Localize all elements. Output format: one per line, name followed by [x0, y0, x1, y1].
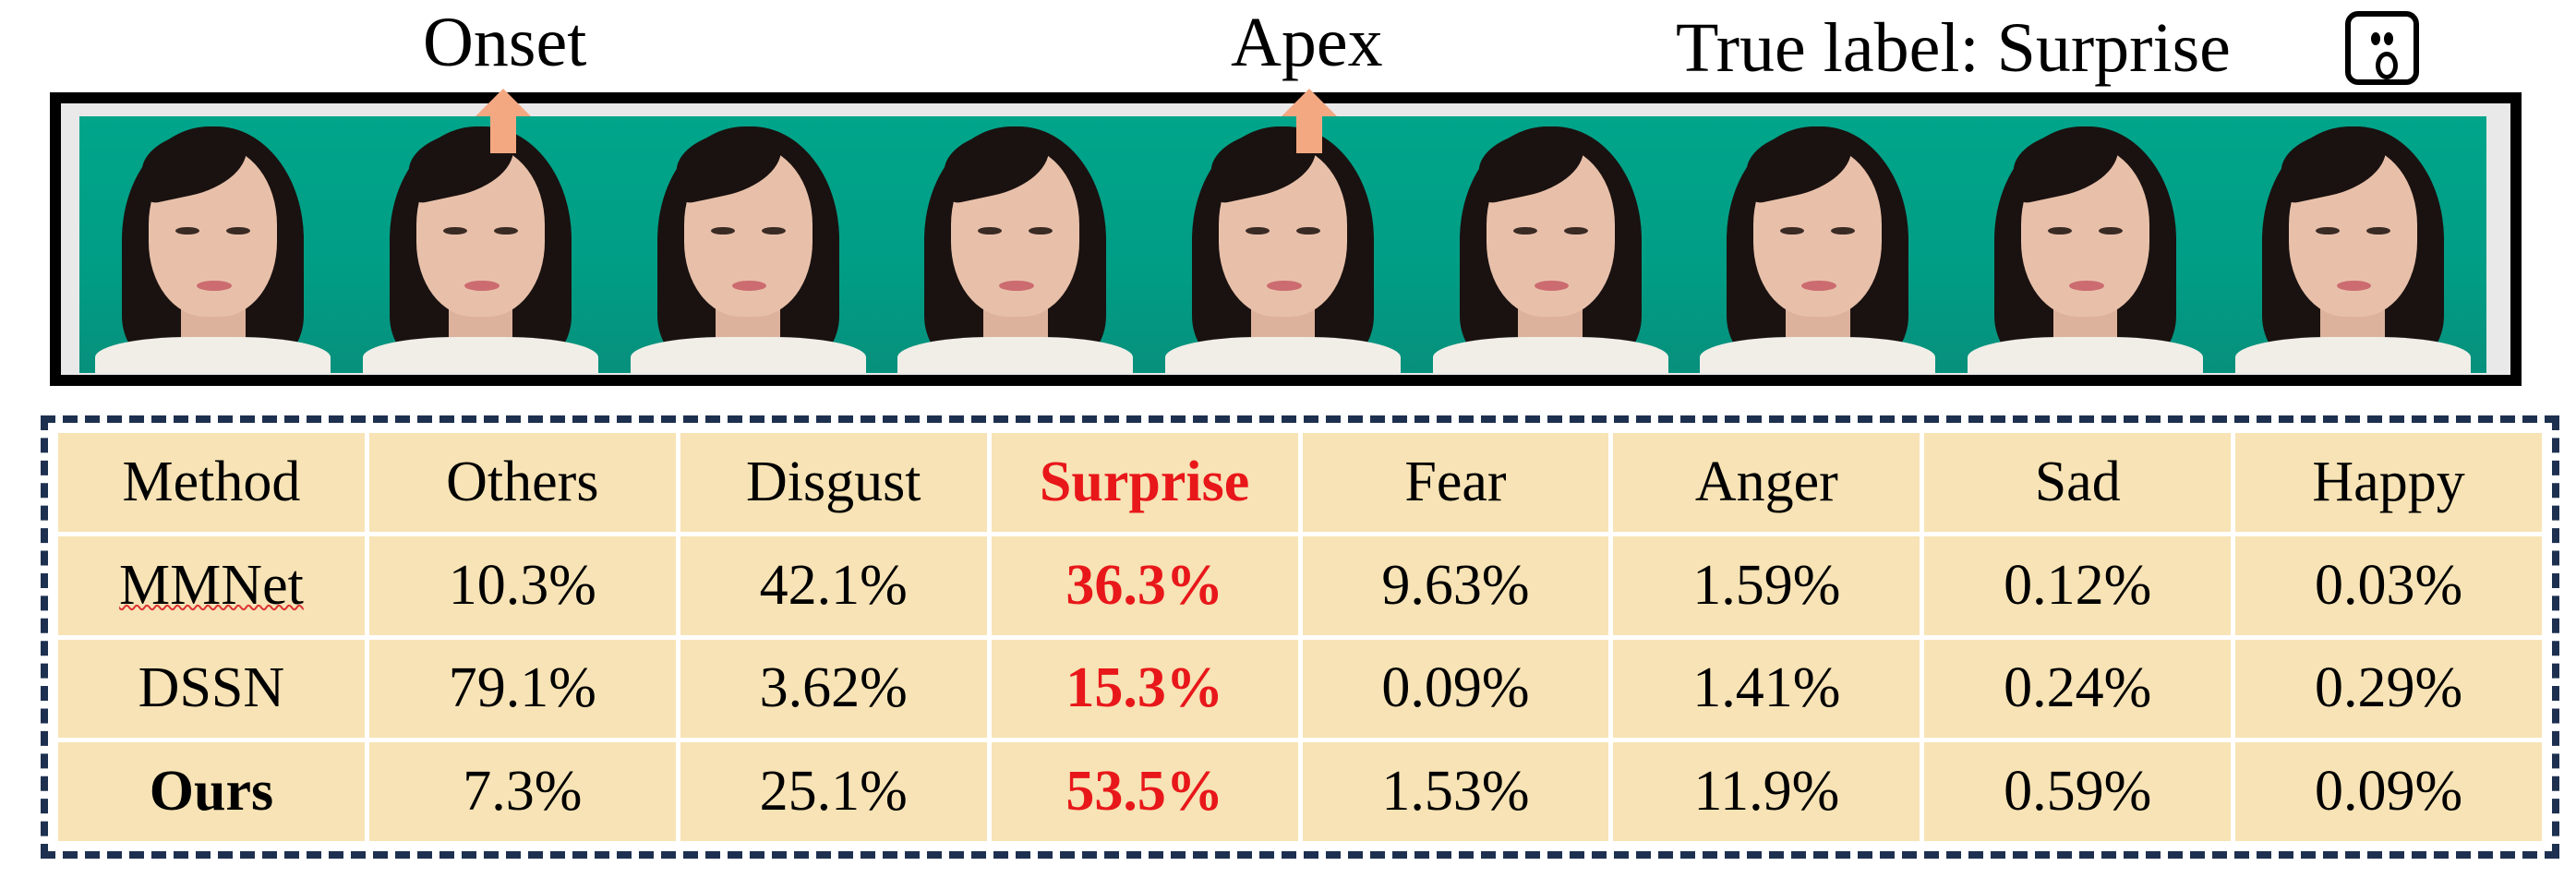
surprise-value-cell: 15.3% — [991, 639, 1298, 739]
video-frame — [614, 116, 883, 373]
video-frame — [2219, 116, 2487, 373]
value-cell: 79.1% — [368, 639, 676, 739]
value-cell: 0.12% — [1924, 535, 2232, 635]
video-frame — [79, 116, 347, 373]
value-cell: 25.1% — [680, 742, 987, 841]
surprise-value-cell: 53.5% — [991, 742, 1298, 841]
value-cell: 0.09% — [2235, 742, 2542, 841]
results-table-frame: Method Others Disgust Surprise Fear Ange… — [41, 415, 2559, 859]
onset-arrow-icon — [475, 89, 531, 153]
value-cell: 0.09% — [1302, 639, 1609, 739]
value-cell: 1.59% — [1613, 535, 1920, 635]
header-surprise: Surprise — [991, 433, 1298, 532]
video-frame — [1951, 116, 2220, 373]
frame-sequence — [50, 92, 2522, 386]
value-cell: 9.63% — [1302, 535, 1609, 635]
true-label-text: True label: Surprise — [1676, 9, 2231, 87]
apex-arrow-icon — [1282, 89, 1337, 153]
video-frame — [1416, 116, 1685, 373]
video-frame — [882, 116, 1150, 373]
method-cell: Ours — [58, 742, 365, 841]
value-cell: 0.29% — [2235, 639, 2542, 739]
video-frame — [1684, 116, 1952, 373]
value-cell: 11.9% — [1613, 742, 1920, 841]
value-cell: 3.62% — [680, 639, 987, 739]
header-sad: Sad — [1924, 433, 2232, 532]
method-cell: DSSN — [58, 639, 365, 739]
value-cell: 0.24% — [1924, 639, 2232, 739]
results-table: Method Others Disgust Surprise Fear Ange… — [54, 428, 2546, 846]
value-cell: 42.1% — [680, 535, 987, 635]
video-frame — [346, 116, 615, 373]
header-anger: Anger — [1613, 433, 1920, 532]
value-cell: 1.41% — [1613, 639, 1920, 739]
header-method: Method — [58, 433, 365, 532]
table-row: DSSN 79.1% 3.62% 15.3% 0.09% 1.41% 0.24%… — [58, 639, 2542, 739]
table-row: MMNet 10.3% 42.1% 36.3% 9.63% 1.59% 0.12… — [58, 535, 2542, 635]
header-happy: Happy — [2235, 433, 2542, 532]
table-row: Ours 7.3% 25.1% 53.5% 1.53% 11.9% 0.59% … — [58, 742, 2542, 841]
surprise-value-cell: 36.3% — [991, 535, 1298, 635]
apex-label: Apex — [1231, 4, 1383, 81]
value-cell: 1.53% — [1302, 742, 1609, 841]
header-others: Others — [368, 433, 676, 532]
value-cell: 7.3% — [368, 742, 676, 841]
video-frame — [1149, 116, 1417, 373]
surprised-face-icon — [2345, 11, 2419, 85]
value-cell: 10.3% — [368, 535, 676, 635]
value-cell: 0.03% — [2235, 535, 2542, 635]
onset-label: Onset — [423, 4, 587, 81]
header-disgust: Disgust — [680, 433, 987, 532]
method-cell: MMNet — [58, 535, 365, 635]
header-fear: Fear — [1302, 433, 1609, 532]
value-cell: 0.59% — [1924, 742, 2232, 841]
table-header-row: Method Others Disgust Surprise Fear Ange… — [58, 433, 2542, 532]
